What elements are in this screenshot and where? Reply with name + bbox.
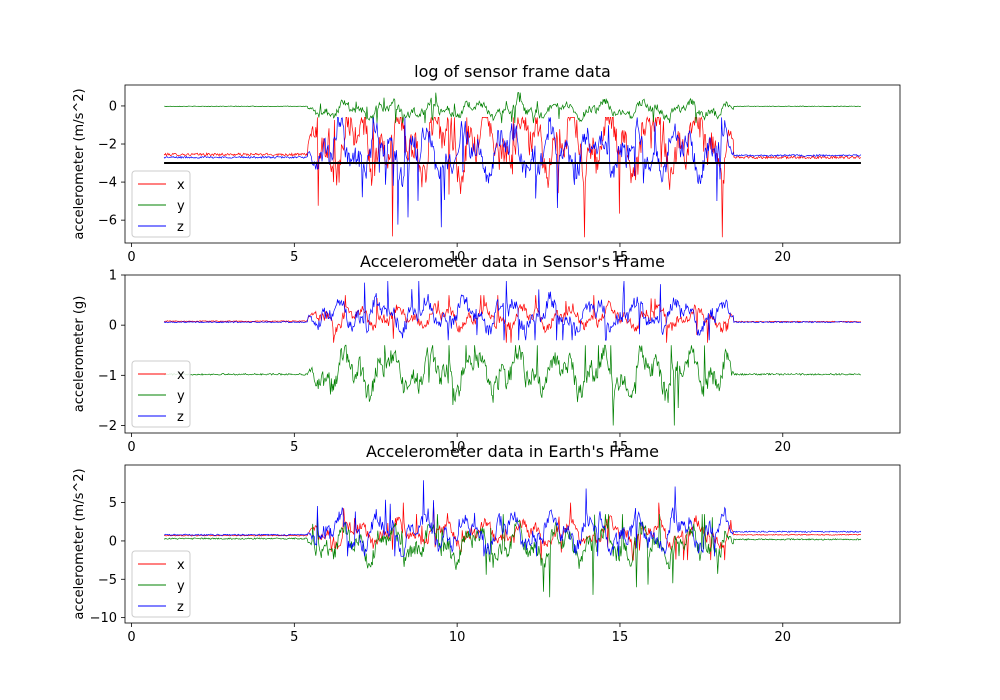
axes-frame <box>124 464 901 624</box>
x-tick-label: 0 <box>127 440 135 455</box>
y-tick-label: 1 <box>109 269 117 284</box>
legend-label-z: z <box>177 410 184 425</box>
x-tick-label: 20 <box>774 630 791 645</box>
y-tick-label: −5 <box>98 573 117 588</box>
y-tick-label: 0 <box>109 99 117 114</box>
x-tick-label: 15 <box>612 250 629 265</box>
legend-label-y: y <box>177 199 185 214</box>
chart-title: Accelerometer data in Earth's Frame <box>366 442 659 461</box>
x-tick-label: 10 <box>449 250 466 265</box>
y-tick-label: −1 <box>98 369 117 384</box>
series-line-y <box>164 92 861 124</box>
series-line-x <box>164 295 861 343</box>
y-tick-label: 5 <box>109 496 117 511</box>
y-axis-label: accelerometer (g) <box>72 296 87 413</box>
series-line-x <box>163 502 861 561</box>
legend-label-y: y <box>177 579 185 594</box>
legend-box <box>131 360 191 428</box>
subplot-1: 0 5 10 15 20 0 −2 −4 −6 log of sensor frame data a… <box>72 62 901 265</box>
y-tick-label: 0 <box>109 319 117 334</box>
x-tick-label: 0 <box>127 630 135 645</box>
x-tick-label: 20 <box>774 250 791 265</box>
x-tick-label: 5 <box>290 250 298 265</box>
chart-title: Accelerometer data in Sensor's Frame <box>360 252 665 271</box>
legend: xyz <box>131 170 191 238</box>
subplot-3: 0 5 10 15 20 5 0 −5 −10 Accelerometer data in Ear… <box>72 442 901 645</box>
x-tick-label: 15 <box>612 630 629 645</box>
series-line-y <box>163 514 862 598</box>
y-tick-label: −6 <box>98 214 117 229</box>
axes-frame <box>124 274 901 434</box>
y-axis-label: accelerometer (m/s^2) <box>72 468 87 619</box>
y-tick-label: −2 <box>98 138 117 153</box>
legend: xyz <box>131 360 191 428</box>
legend-label-z: z <box>177 600 184 615</box>
series-layer <box>163 280 862 426</box>
y-axis-label: accelerometer (m/s^2) <box>72 88 87 239</box>
legend-label-x: x <box>177 178 185 193</box>
x-tick-label: 5 <box>290 440 298 455</box>
y-tick-label: 0 <box>109 534 117 549</box>
y-tick-label: −2 <box>98 419 117 434</box>
x-tick-label: 5 <box>290 630 298 645</box>
axes-frame <box>124 84 901 244</box>
legend-box <box>131 170 191 238</box>
legend: xyz <box>131 550 191 618</box>
series-line-z <box>164 480 862 557</box>
legend-label-x: x <box>177 368 185 383</box>
legend-label-z: z <box>177 220 184 235</box>
y-tick-label: −10 <box>90 611 117 626</box>
series-layer <box>163 92 862 238</box>
chart-title: log of sensor frame data <box>414 62 611 81</box>
legend-label-x: x <box>177 558 185 573</box>
y-tick-label: −4 <box>98 176 117 191</box>
x-tick-label: 10 <box>449 630 466 645</box>
legend-label-y: y <box>177 389 185 404</box>
series-layer <box>163 480 862 598</box>
series-line-x <box>163 116 862 238</box>
x-tick-label: 15 <box>612 440 629 455</box>
series-line-z <box>163 117 862 228</box>
series-line-y <box>163 344 861 426</box>
series-line-z <box>163 280 862 341</box>
x-tick-label: 20 <box>774 440 791 455</box>
x-tick-label: 10 <box>449 440 466 455</box>
x-tick-label: 0 <box>127 250 135 265</box>
legend-box <box>131 550 191 618</box>
